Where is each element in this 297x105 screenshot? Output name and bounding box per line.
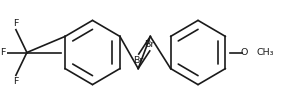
Text: F: F	[0, 48, 6, 57]
Text: Br: Br	[134, 56, 144, 65]
Text: O: O	[241, 48, 248, 57]
Text: F: F	[13, 77, 19, 86]
Text: F: F	[13, 19, 19, 28]
Text: Br: Br	[145, 40, 155, 49]
Text: CH₃: CH₃	[256, 48, 274, 57]
